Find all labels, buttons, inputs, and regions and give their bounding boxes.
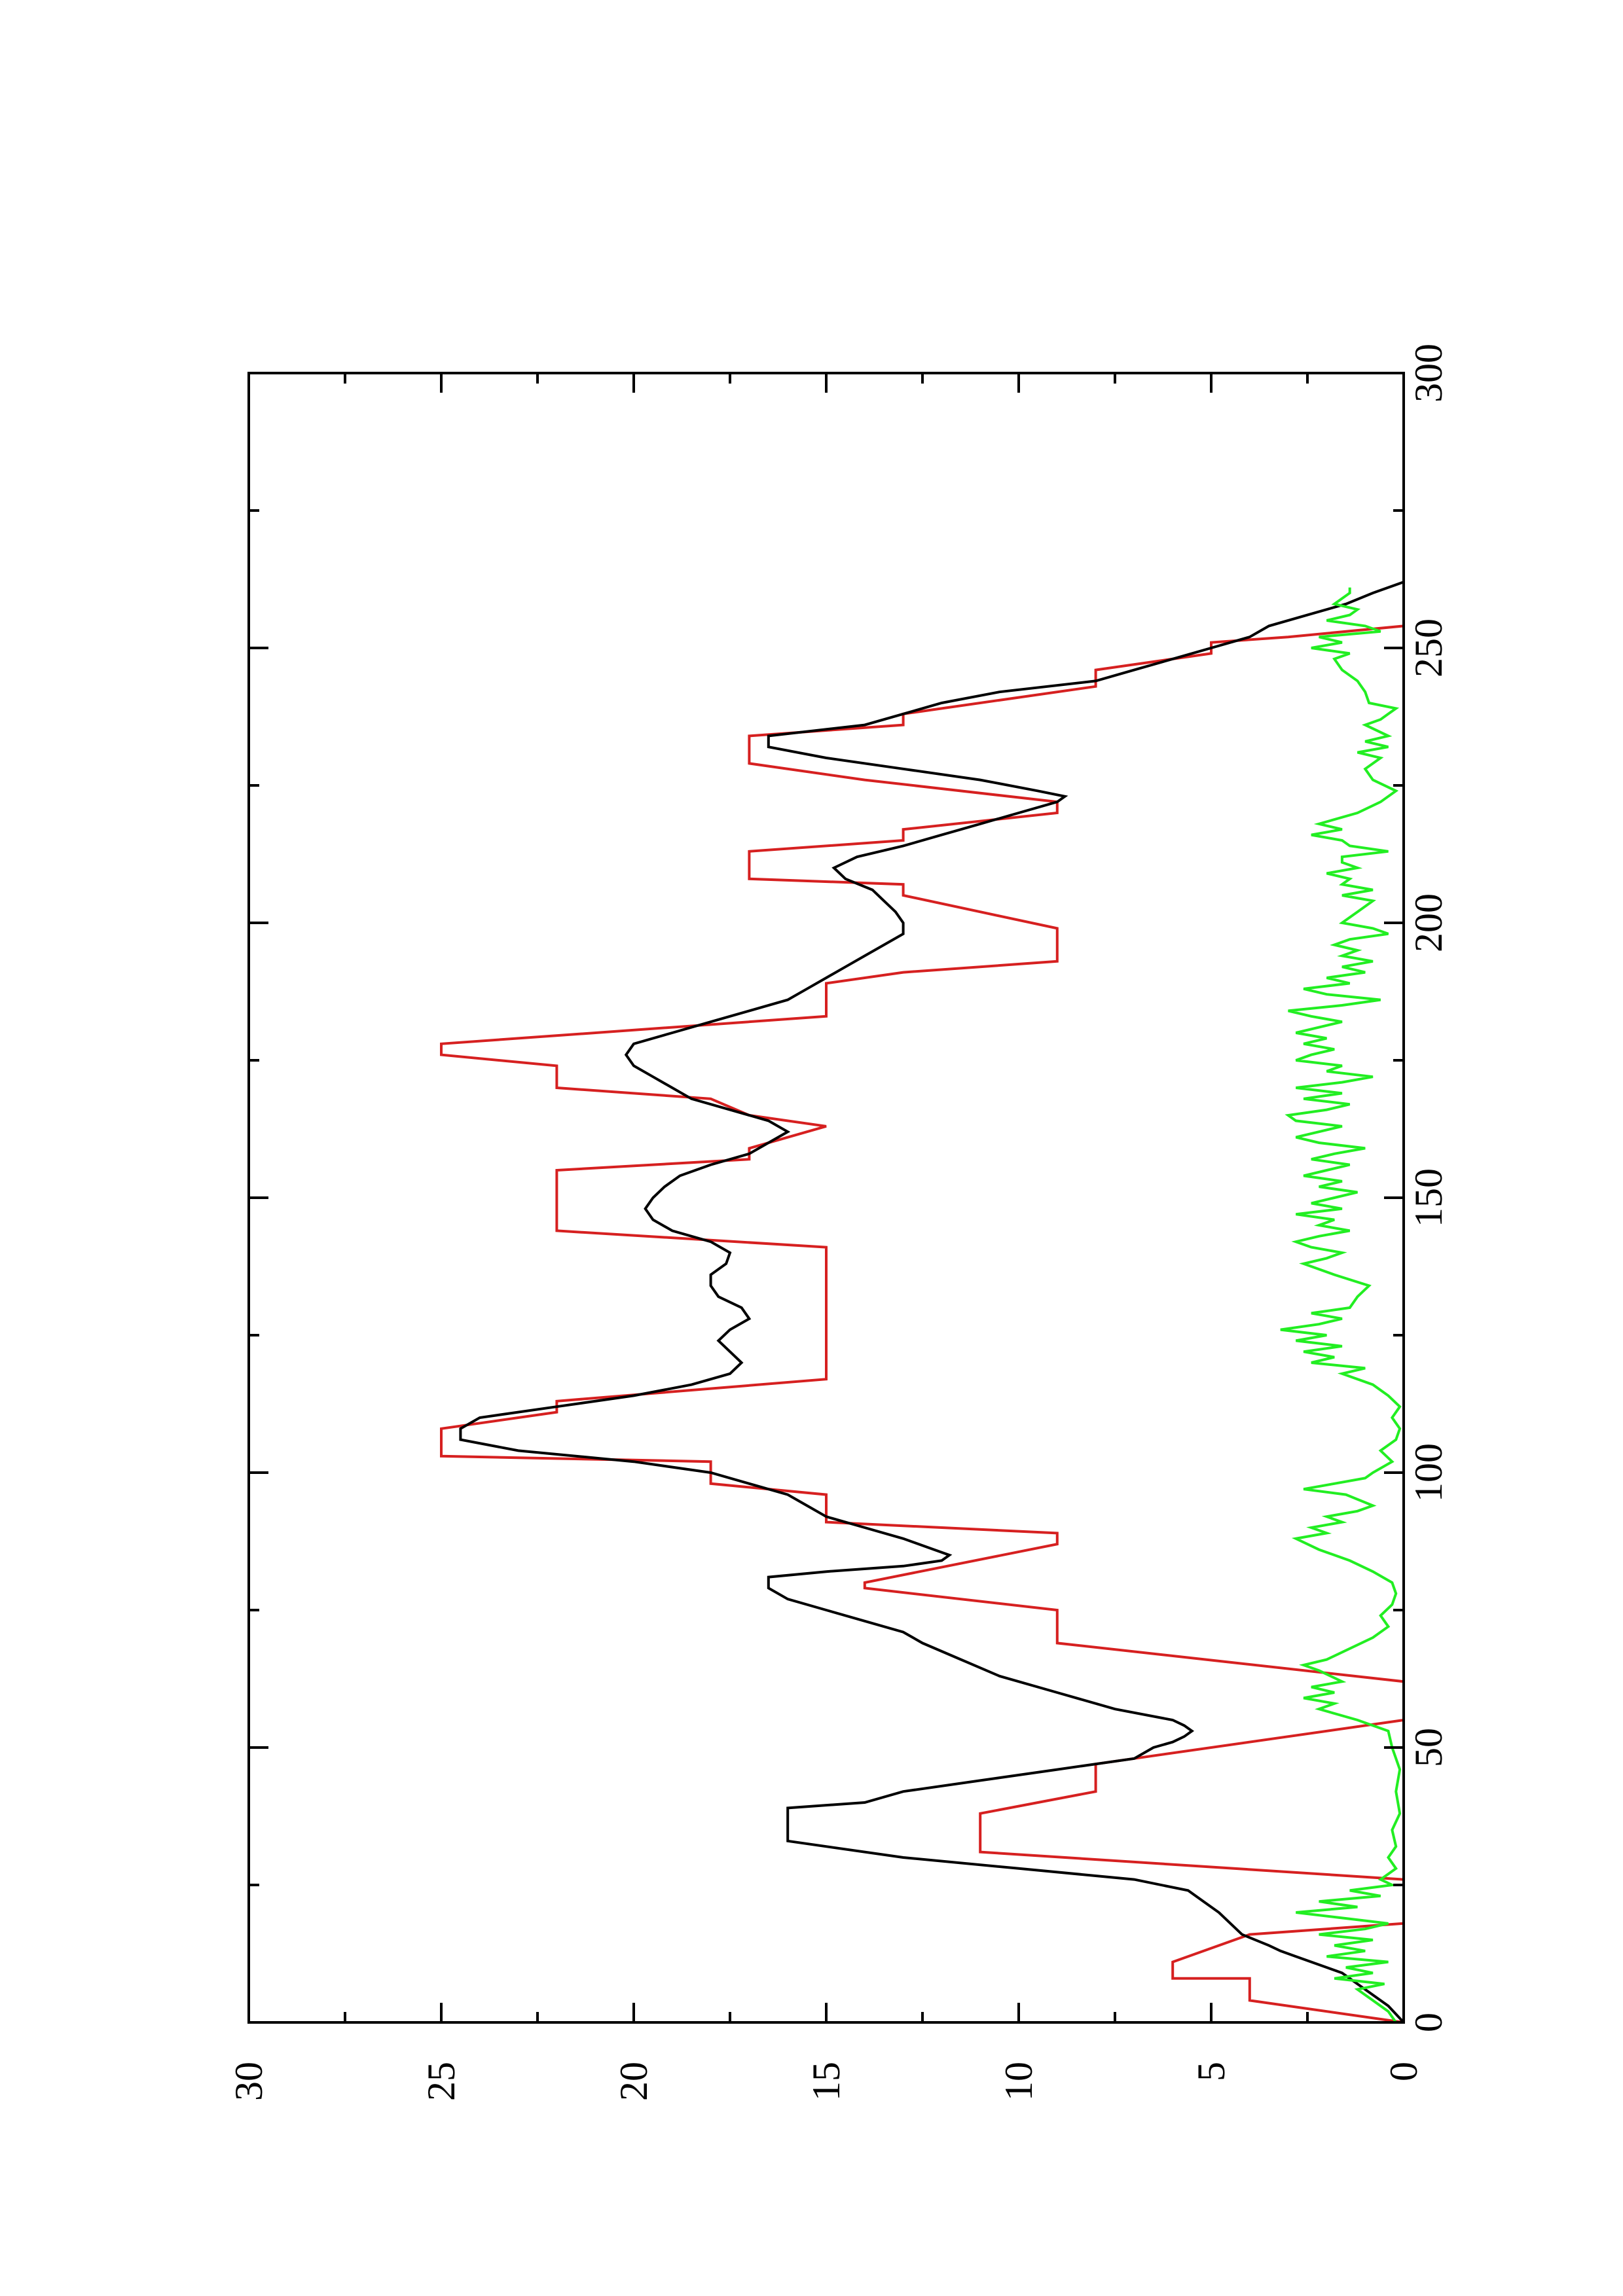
x-tick-label-100: 100 <box>1407 1443 1450 1502</box>
x-tick-labels: 0 50 100 150 200 250 300 <box>1407 344 1450 2032</box>
y-tick-label-20: 20 <box>612 2062 655 2101</box>
y-tick-label-15: 15 <box>805 2062 848 2101</box>
y-tick-label-25: 25 <box>420 2062 463 2101</box>
y-tick-label-10: 10 <box>997 2062 1040 2101</box>
y-tick-labels: 0 5 10 15 20 25 30 <box>227 2062 1425 2101</box>
x-tick-label-150: 150 <box>1407 1168 1450 1227</box>
y-tick-label-30: 30 <box>227 2062 270 2101</box>
y-tick-label-0: 0 <box>1382 2062 1425 2081</box>
y-tick-label-5: 5 <box>1190 2062 1233 2081</box>
x-tick-label-50: 50 <box>1407 1728 1450 1767</box>
series-line-1 <box>440 582 1405 2024</box>
plot-series <box>440 581 1405 2024</box>
axis-ticks <box>247 372 1405 2024</box>
x-tick-label-0: 0 <box>1407 2013 1450 2032</box>
series-line-3 <box>1280 587 1402 2024</box>
x-tick-label-250: 250 <box>1407 619 1450 677</box>
x-tick-label-200: 200 <box>1407 893 1450 952</box>
series-line-2 <box>459 581 1405 2024</box>
x-tick-label-300: 300 <box>1407 344 1450 403</box>
plot-frame <box>247 372 1405 2024</box>
